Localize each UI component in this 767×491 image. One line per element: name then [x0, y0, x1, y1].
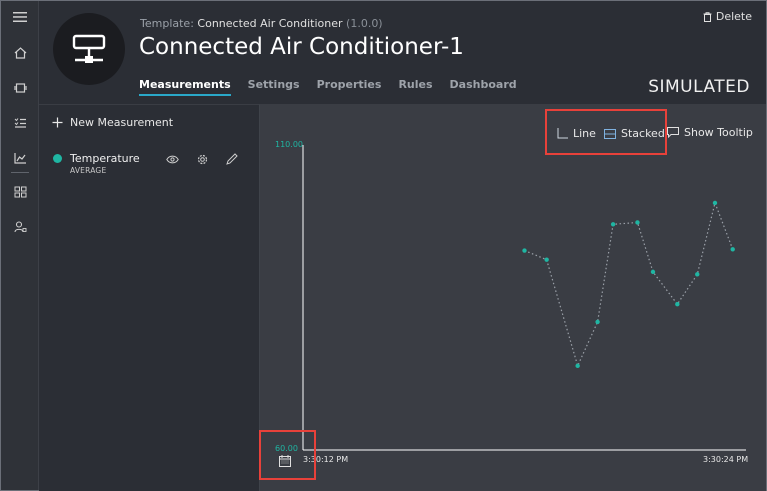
measurements-pane: New Measurement Temperature AVERAGE [39, 104, 260, 491]
template-label: Template: [140, 17, 194, 30]
plus-icon [52, 117, 63, 128]
trash-icon [703, 11, 712, 22]
data-point-9[interactable] [695, 272, 700, 277]
simulated-badge: SIMULATED [648, 77, 750, 97]
device-header: Template: Connected Air Conditioner (1.0… [39, 1, 766, 104]
delete-button[interactable]: Delete [703, 10, 752, 23]
template-name[interactable]: Connected Air Conditioner [197, 17, 343, 30]
gear-icon[interactable] [194, 152, 210, 166]
pencil-icon[interactable] [224, 152, 240, 166]
tab-dashboard[interactable]: Dashboard [449, 78, 517, 91]
data-point-7[interactable] [650, 269, 656, 275]
tooltip-option-label: Show Tooltip [684, 126, 753, 139]
x-tick-label-end: 3:30:24 PM [703, 455, 749, 464]
dashboard-grid-icon[interactable] [9, 181, 31, 203]
y-tick-label-max: 110.00 [275, 140, 303, 149]
series-line-temperature [524, 200, 734, 368]
measurement-aggregation[interactable]: AVERAGE [70, 166, 107, 175]
template-info: Template: Connected Air Conditioner (1.0… [140, 17, 383, 30]
data-point-8[interactable] [675, 302, 680, 307]
calendar-icon[interactable] [279, 455, 291, 467]
data-point-3[interactable] [575, 363, 580, 369]
data-point-5[interactable] [610, 222, 616, 227]
device-avatar [53, 13, 125, 85]
data-point-6[interactable] [635, 220, 640, 225]
rail-divider [11, 172, 29, 173]
line-chart-option[interactable]: Line [557, 127, 596, 140]
stacked-chart-option[interactable]: Stacked [604, 127, 665, 140]
data-point-1[interactable] [522, 248, 527, 253]
chart-pane: Line Stacked Show Tooltip 110.00 60.00 3… [259, 104, 766, 491]
speech-bubble-icon [667, 127, 679, 138]
show-tooltip-option[interactable]: Show Tooltip [667, 126, 753, 139]
x-tick-label-start: 3:30:12 PM [303, 455, 349, 464]
tab-properties[interactable]: Properties [316, 78, 382, 91]
stacked-chart-icon [604, 128, 616, 139]
series-color-dot [53, 154, 62, 163]
home-icon[interactable] [9, 42, 31, 64]
rules-list-icon[interactable] [9, 112, 31, 134]
tab-rules[interactable]: Rules [398, 78, 433, 91]
data-point-10[interactable] [712, 200, 718, 206]
line-chart [302, 145, 746, 451]
y-tick-label-min: 60.00 [275, 444, 298, 453]
measurement-name: Temperature [70, 152, 140, 165]
tab-measurements[interactable]: Measurements [139, 78, 231, 96]
line-option-label: Line [573, 127, 596, 140]
data-point-4[interactable] [595, 319, 600, 325]
device-tabs: Measurements Settings Properties Rules D… [139, 78, 534, 96]
tab-settings[interactable]: Settings [247, 78, 300, 91]
eye-icon[interactable] [164, 152, 180, 166]
network-device-icon [72, 34, 106, 63]
device-title: Connected Air Conditioner-1 [139, 34, 464, 60]
data-point-2[interactable] [544, 257, 549, 262]
admin-user-icon[interactable] [9, 216, 31, 238]
new-measurement-label: New Measurement [70, 116, 174, 129]
menu-icon[interactable] [9, 6, 31, 28]
new-measurement-button[interactable]: New Measurement [52, 116, 173, 129]
delete-label: Delete [715, 10, 752, 23]
measurement-item[interactable]: Temperature AVERAGE [52, 152, 252, 182]
left-nav-rail [1, 1, 39, 490]
analytics-icon[interactable] [9, 147, 31, 169]
template-version: (1.0.0) [346, 17, 383, 30]
devices-icon[interactable] [9, 77, 31, 99]
stacked-option-label: Stacked [621, 127, 665, 140]
line-chart-icon [557, 128, 568, 139]
series-points [522, 200, 735, 369]
data-point-11[interactable] [730, 247, 735, 252]
